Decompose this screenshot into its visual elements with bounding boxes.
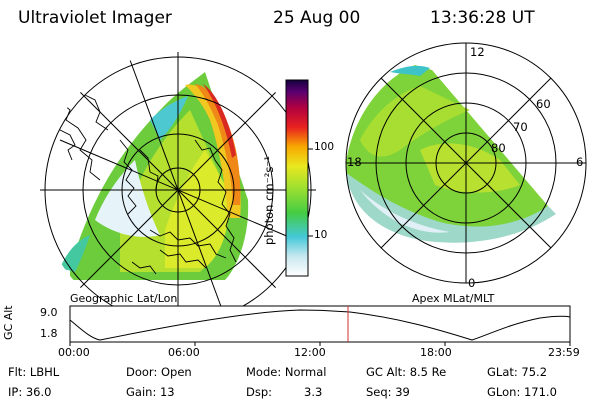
timeseries-ytick-high: 9.0	[40, 306, 58, 319]
timeseries-ylabel: GC Alt	[2, 305, 15, 340]
door-status: Door: Open	[126, 365, 192, 379]
mlt-label-0: 0	[468, 276, 476, 290]
dsp-value: 3.3	[304, 385, 323, 399]
ip-value: IP: 36.0	[8, 385, 52, 399]
gain-value: Gain: 13	[126, 385, 175, 399]
timeseries-ytick-low: 1.8	[40, 327, 58, 340]
altitude-curve	[69, 309, 571, 341]
instrument-title: Ultraviolet Imager	[18, 8, 172, 28]
mlat-label-60: 60	[536, 97, 551, 111]
timeseries-xtick: 23:59	[548, 346, 580, 359]
dsp-label: Dsp:	[246, 385, 273, 399]
date-label: 25 Aug 00	[273, 8, 361, 28]
mlat-label-80: 80	[491, 141, 506, 155]
mlt-label-6: 6	[576, 155, 584, 169]
timeseries-xtick: 12:00	[294, 346, 326, 359]
filter-value: Flt: LBHL	[8, 365, 60, 379]
mlat-label-70: 70	[513, 120, 528, 134]
left-panel-label: Geographic Lat/Lon	[70, 292, 178, 305]
timeseries-xtick: 06:00	[168, 346, 200, 359]
gc-altitude: GC Alt: 8.5 Re	[366, 365, 447, 379]
geo-longitude: GLon: 171.0	[487, 385, 557, 399]
geo-latitude: GLat: 75.2	[487, 365, 548, 379]
right-panel-label: Apex MLat/MLT	[412, 292, 495, 305]
colorbar-tick-10: 10	[314, 229, 328, 241]
mlt-label-18: 18	[347, 155, 362, 169]
colorbar-tick-100: 100	[314, 141, 335, 153]
timeseries-xtick: 18:00	[420, 346, 452, 359]
mlt-label-12: 12	[470, 45, 485, 59]
timeseries-xtick: 00:00	[58, 346, 90, 359]
mode-value: Mode: Normal	[246, 365, 327, 379]
sequence-value: Seq: 39	[366, 385, 410, 399]
time-label: 13:36:28 UT	[430, 8, 535, 28]
apex-grid	[346, 43, 586, 283]
aurora-image-geographic	[60, 72, 249, 280]
